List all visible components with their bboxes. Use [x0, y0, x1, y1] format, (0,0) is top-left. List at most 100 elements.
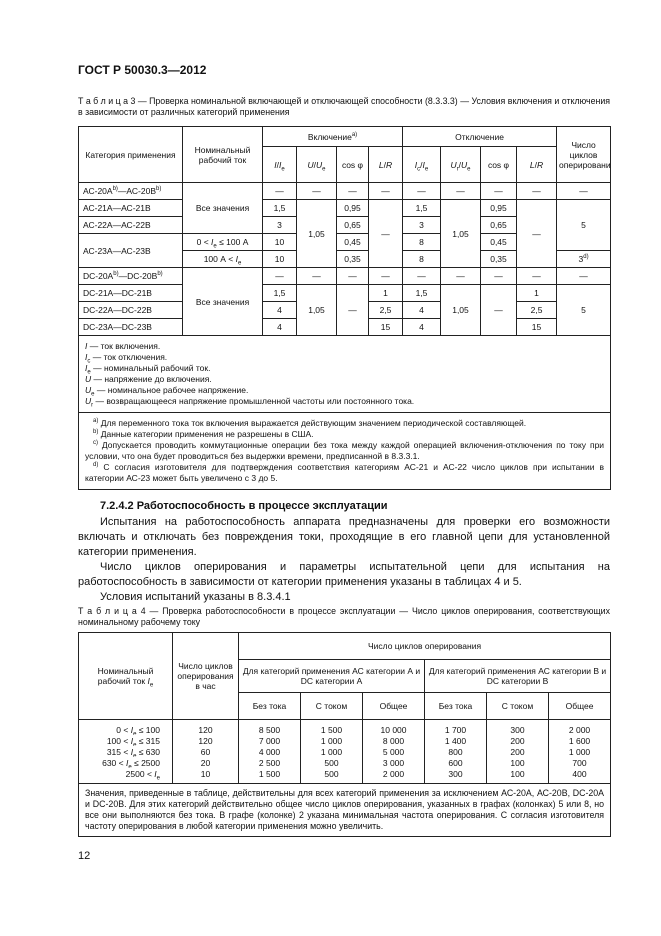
- cell: 1: [368, 284, 403, 302]
- cell: 1 600: [547, 735, 612, 746]
- cell: 1: [515, 284, 558, 302]
- cell: 700: [547, 757, 612, 768]
- header-cell: Отключение: [401, 126, 558, 147]
- cell: 1,5: [262, 199, 297, 217]
- legend-line: U — напряжение до включения.: [85, 374, 604, 385]
- header-cell: Ur/Ue: [440, 146, 481, 183]
- row: 2500 < Ie 10 1 500 500 2 000 300 100 400: [78, 768, 612, 784]
- symbol: I: [85, 352, 88, 362]
- cell: 120: [172, 735, 239, 746]
- cell: 1 500: [238, 768, 301, 784]
- symbol: U: [85, 396, 92, 406]
- cell: 5: [556, 284, 612, 336]
- symbol: U: [316, 159, 323, 170]
- cell: 1,05: [440, 284, 481, 336]
- header-row: Категория применения Номинальный рабочий…: [78, 126, 612, 183]
- legend-line: Ur — возвращающееся напряжение промышлен…: [85, 396, 604, 409]
- cell: —: [556, 267, 612, 285]
- text-run: — номинальное рабочее напряжение.: [94, 385, 249, 395]
- cell: 2,5: [368, 301, 403, 319]
- subscript: e: [424, 166, 429, 173]
- cell: 10: [262, 233, 297, 251]
- symbol: I: [235, 254, 238, 264]
- text-run: 630 <: [102, 757, 126, 768]
- text-run: АС-20А: [83, 186, 113, 196]
- cell: 5 000: [362, 746, 425, 757]
- subscript: e: [467, 166, 471, 173]
- symbol: I: [130, 746, 134, 757]
- section-heading: 7.2.4.2 Работоспособность в процессе экс…: [100, 500, 388, 512]
- symbol: I: [147, 676, 150, 686]
- symbol: U: [307, 159, 314, 170]
- cell: 7 000: [238, 735, 301, 746]
- cell: DC-23А—DC-23В: [78, 318, 183, 336]
- legend-line: I — ток включения.: [85, 341, 604, 352]
- cell: 800: [424, 746, 487, 757]
- text-run: ≤ 2500: [131, 757, 160, 768]
- text-run: — напряжение до включения.: [91, 374, 212, 384]
- supscript: b): [93, 429, 99, 436]
- header-cell: Для категорий применения АС категории А …: [238, 659, 425, 693]
- legend-line: Ue — номинальное рабочее напряжение.: [85, 385, 604, 398]
- cell: —: [480, 182, 517, 200]
- cell: 400: [547, 768, 612, 784]
- cell: 0,95: [336, 199, 369, 217]
- text-run: —АС-20В: [117, 186, 156, 196]
- subscript: e: [322, 166, 326, 173]
- cell: —: [368, 182, 403, 200]
- cell: —: [262, 182, 297, 200]
- cell: DC-22А—DC-22В: [78, 301, 183, 319]
- footnote: b) Данные категории применения не разреш…: [85, 429, 604, 440]
- cell: DC-21А—DC-21В: [78, 284, 183, 302]
- cell: 15: [368, 318, 403, 336]
- cell: —: [262, 267, 297, 285]
- cell: 8: [402, 233, 441, 251]
- legend-line: Ie — номинальный рабочий ток.: [85, 363, 604, 376]
- cell: DC-20Аb)—DC-20Вb): [78, 267, 183, 285]
- header-cell: Число циклов оперирования: [237, 632, 612, 660]
- cell: 1 700: [424, 719, 487, 735]
- subscript: r: [456, 166, 459, 173]
- supscript: d): [93, 462, 99, 469]
- text-run: — номинальный рабочий ток.: [90, 363, 211, 373]
- row: 315 < Ie ≤ 630 60 4 000 1 000 5 000 800 200 1 0…: [78, 746, 612, 757]
- subscript: e: [91, 391, 95, 398]
- supscript: c): [93, 440, 98, 447]
- cell: 1 400: [424, 735, 487, 746]
- cell: 0,45: [480, 233, 517, 251]
- symbol: U: [450, 159, 457, 170]
- doc-header: ГОСТ Р 50030.3—2012: [78, 63, 207, 77]
- text-run: /: [534, 159, 537, 170]
- cell: 4: [402, 301, 441, 319]
- symbol: I: [274, 159, 277, 170]
- header-cell: Общее: [362, 692, 425, 720]
- cell: —: [515, 182, 558, 200]
- header-cell: Включениеa): [262, 126, 403, 147]
- symbol: I: [85, 363, 88, 373]
- symbol: U: [461, 159, 468, 170]
- cell: 100 А < Ie: [182, 250, 263, 268]
- cell: 100 < Ie ≤ 315: [78, 735, 173, 746]
- text-run: — ток отключения.: [90, 352, 168, 362]
- symbol: I: [414, 159, 418, 170]
- text-run: ≤ 100: [136, 724, 160, 735]
- subscript: e: [156, 775, 160, 782]
- subscript: e: [133, 731, 137, 735]
- header-cell: L/R: [368, 146, 403, 183]
- supscript: b): [157, 271, 163, 278]
- header-row: Без тока С током Общее Без тока С током Общее: [79, 692, 612, 720]
- cell: 8 500: [238, 719, 301, 735]
- header-cell: Номинальный рабочий ток: [182, 126, 263, 183]
- symbol: I: [130, 735, 134, 746]
- subscript: e: [133, 753, 137, 757]
- subscript: e: [128, 764, 132, 768]
- cell: 630 < Ie ≤ 2500: [78, 757, 173, 768]
- legend-line: Ic — ток отключения.: [85, 352, 604, 365]
- header-cell: Без тока: [238, 692, 301, 720]
- cell: 1 000: [547, 746, 612, 757]
- text-run: ≤ 630: [136, 746, 160, 757]
- cell: 3d): [556, 250, 612, 268]
- cell: 3 000: [362, 757, 425, 768]
- cell: —: [336, 267, 369, 285]
